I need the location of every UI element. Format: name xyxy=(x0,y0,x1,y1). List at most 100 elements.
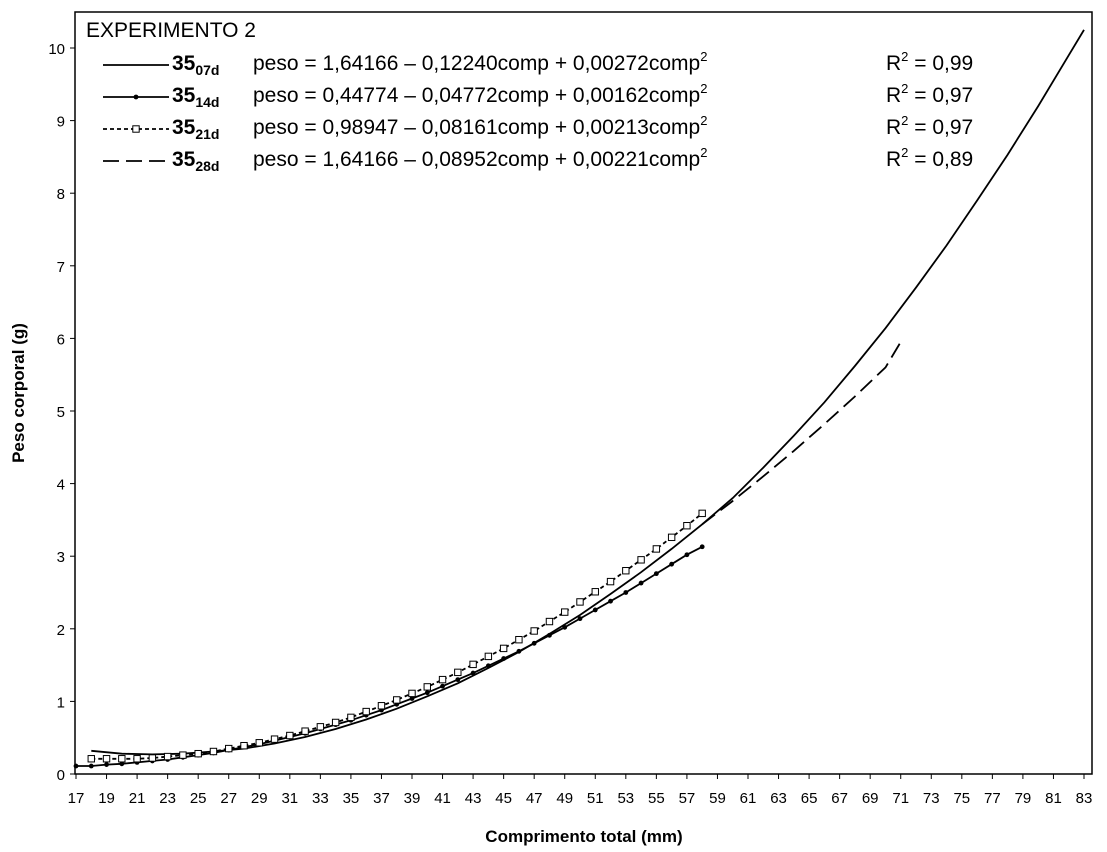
data-point xyxy=(577,616,583,622)
legend-series-name: 3521d xyxy=(172,116,219,142)
data-point xyxy=(698,509,706,518)
x-tick-label: 25 xyxy=(190,790,207,807)
data-point xyxy=(484,652,493,661)
x-tick-label: 75 xyxy=(953,790,970,807)
x-tick-label: 17 xyxy=(68,790,85,807)
data-point xyxy=(684,552,690,558)
x-tick-label: 57 xyxy=(679,790,696,807)
legend-series-name: 3528d xyxy=(172,148,219,174)
data-point xyxy=(301,727,309,735)
x-tick-label: 37 xyxy=(373,790,390,807)
x-tick-label: 35 xyxy=(343,790,360,807)
y-tick-label: 6 xyxy=(57,331,65,348)
data-point xyxy=(347,713,355,722)
data-point xyxy=(576,598,584,606)
data-point xyxy=(499,644,508,653)
data-point xyxy=(73,763,79,769)
data-point xyxy=(683,522,691,530)
data-point xyxy=(455,677,461,683)
x-tick-label: 43 xyxy=(465,790,482,807)
y-tick-label: 10 xyxy=(48,41,65,58)
x-tick-label: 45 xyxy=(495,790,512,807)
data-point xyxy=(667,533,676,542)
data-point xyxy=(316,723,325,731)
data-point xyxy=(545,617,554,626)
data-point xyxy=(638,580,644,586)
x-tick-label: 61 xyxy=(740,790,757,807)
data-point xyxy=(102,755,111,763)
data-point xyxy=(562,624,568,630)
data-point xyxy=(209,747,218,756)
data-point xyxy=(132,125,140,133)
legend-entry-28d: 3528d peso = 1,64166 – 0,08952comp + 0,00… xyxy=(103,145,973,174)
data-point xyxy=(547,632,552,638)
data-point xyxy=(423,683,431,691)
x-tick-label: 83 xyxy=(1076,790,1093,807)
data-point xyxy=(606,577,615,586)
legend-entry-21d: 3521d peso = 0,98947 – 0,08161comp + 0,00… xyxy=(103,113,973,142)
data-point xyxy=(104,762,109,767)
x-tick-label: 21 xyxy=(129,790,146,807)
y-tick-label: 0 xyxy=(57,767,65,784)
data-point xyxy=(516,648,522,654)
legend-series-name: 3514d xyxy=(172,84,219,110)
x-axis: 17 19 21 23 25 27 29 31 33 35 37 39 41 43 45 47 49 51 53 55… xyxy=(68,774,1093,807)
legend-r2: R2 = 0,99 xyxy=(886,49,973,75)
data-point xyxy=(469,660,477,669)
x-tick-label: 73 xyxy=(923,790,940,807)
x-tick-label: 23 xyxy=(159,790,176,807)
y-tick-label: 4 xyxy=(57,477,65,494)
series-28d xyxy=(701,341,902,526)
data-point xyxy=(286,731,294,740)
data-point xyxy=(133,755,141,763)
x-tick-label: 49 xyxy=(556,790,573,807)
series-layer xyxy=(73,29,1085,769)
data-point xyxy=(561,608,569,616)
data-point xyxy=(225,744,233,753)
x-tick-label: 69 xyxy=(862,790,879,807)
legend: 3507d peso = 1,64166 – 0,12240comp + 0,00… xyxy=(103,49,973,174)
y-tick-label: 9 xyxy=(57,114,65,131)
data-point xyxy=(255,739,263,747)
data-point xyxy=(699,544,705,550)
data-point xyxy=(454,668,462,677)
y-tick-label: 1 xyxy=(57,694,65,711)
data-point xyxy=(133,94,139,100)
data-point xyxy=(652,545,661,553)
legend-r2: R2 = 0,97 xyxy=(886,113,973,139)
data-point xyxy=(163,752,172,761)
legend-r2: R2 = 0,97 xyxy=(886,81,973,107)
x-tick-label: 55 xyxy=(648,790,665,807)
plot-area xyxy=(74,11,1093,775)
data-point xyxy=(118,755,126,763)
x-tick-label: 53 xyxy=(617,790,634,807)
data-point xyxy=(408,689,416,698)
x-tick-label: 59 xyxy=(709,790,726,807)
x-tick-label: 47 xyxy=(526,790,543,807)
legend-equation: peso = 0,44774 – 0,04772comp + 0,00162co… xyxy=(253,81,707,107)
legend-equation: peso = 1,64166 – 0,12240comp + 0,00272co… xyxy=(253,49,707,75)
series-line-28d xyxy=(701,341,902,526)
data-point xyxy=(470,670,476,676)
y-tick-label: 7 xyxy=(57,259,65,276)
data-point xyxy=(622,567,630,575)
data-point xyxy=(669,561,675,567)
data-point xyxy=(331,718,340,727)
data-point xyxy=(591,588,599,596)
x-tick-label: 63 xyxy=(770,790,787,807)
y-tick-label: 3 xyxy=(57,549,65,566)
data-point xyxy=(88,763,94,769)
x-tick-label: 27 xyxy=(220,790,237,807)
data-point xyxy=(240,741,248,750)
data-point xyxy=(409,696,415,701)
data-point xyxy=(362,707,370,716)
data-point xyxy=(485,663,491,669)
x-tick-label: 39 xyxy=(404,790,421,807)
legend-equation: peso = 1,64166 – 0,08952comp + 0,00221co… xyxy=(253,145,707,171)
data-point xyxy=(623,590,629,595)
x-tick-label: 33 xyxy=(312,790,329,807)
legend-series-name: 3507d xyxy=(172,52,219,78)
legend-equation: peso = 0,98947 – 0,08161comp + 0,00213co… xyxy=(253,113,707,139)
data-point xyxy=(501,656,507,661)
